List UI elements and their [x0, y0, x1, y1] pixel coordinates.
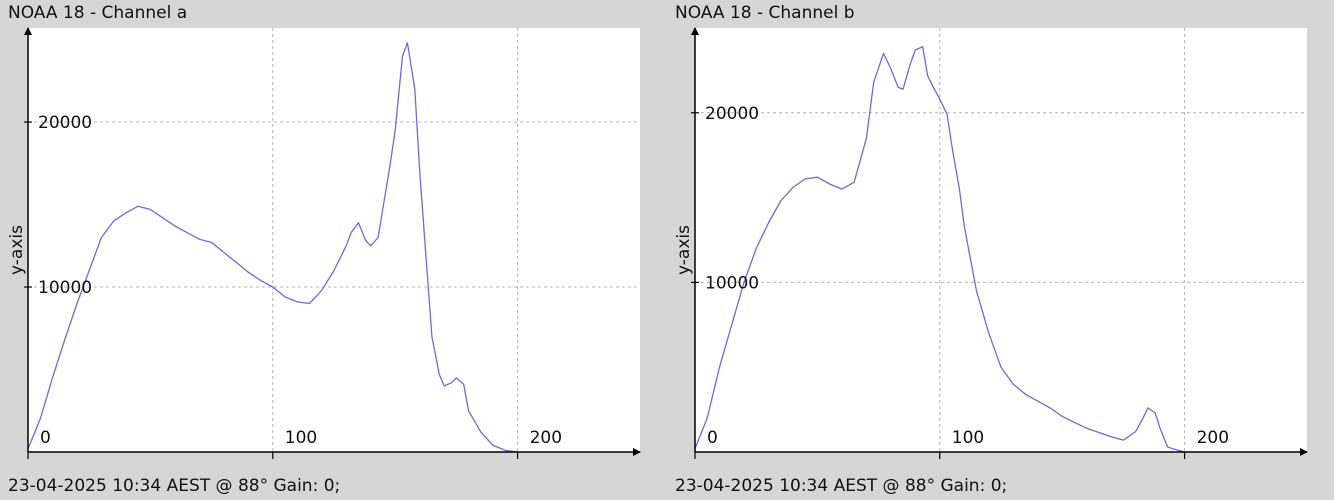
status-footer: 23-04-2025 10:34 AEST @ 88° Gain: 0;: [675, 476, 1008, 496]
y-axis-arrow: [24, 27, 32, 35]
y-axis-arrow: [691, 27, 699, 35]
chart-title: NOAA 18 - Channel a: [8, 3, 188, 23]
plot-background: [695, 28, 1307, 452]
x-tick-label: 100: [285, 428, 317, 448]
y-axis-label: y-axis: [7, 225, 27, 275]
chart-panel-b: NOAA 18 - Channel b 0 100 200 10000 20000 y-a…: [667, 0, 1334, 500]
series-line: [27, 42, 518, 453]
plot-area: 0 100 200 10000 20000 y-axis: [7, 27, 641, 459]
plot-background: [28, 28, 640, 452]
x-tick-label: 0: [707, 428, 718, 448]
y-tick-label: 10000: [38, 278, 92, 298]
plot-area: 0 100 200 10000 20000 y-axis: [674, 27, 1308, 459]
y-axis-label: y-axis: [674, 225, 694, 275]
chart-title: NOAA 18 - Channel b: [675, 3, 855, 23]
x-tick-label: 100: [952, 428, 984, 448]
x-tick-label: 200: [1197, 428, 1229, 448]
y-tick-label: 10000: [705, 273, 759, 293]
x-axis-arrow: [633, 448, 641, 456]
x-tick-label: 0: [40, 428, 51, 448]
y-tick-label: 20000: [38, 113, 92, 133]
status-footer: 23-04-2025 10:34 AEST @ 88° Gain: 0;: [8, 476, 341, 496]
series-line: [694, 46, 1185, 453]
chart-panel-a: NOAA 18 - Channel a 0 100 200 10000 20000 y-a…: [7, 3, 641, 496]
x-tick-label: 200: [530, 428, 562, 448]
y-tick-label: 20000: [705, 104, 759, 124]
x-axis-arrow: [1300, 448, 1308, 456]
